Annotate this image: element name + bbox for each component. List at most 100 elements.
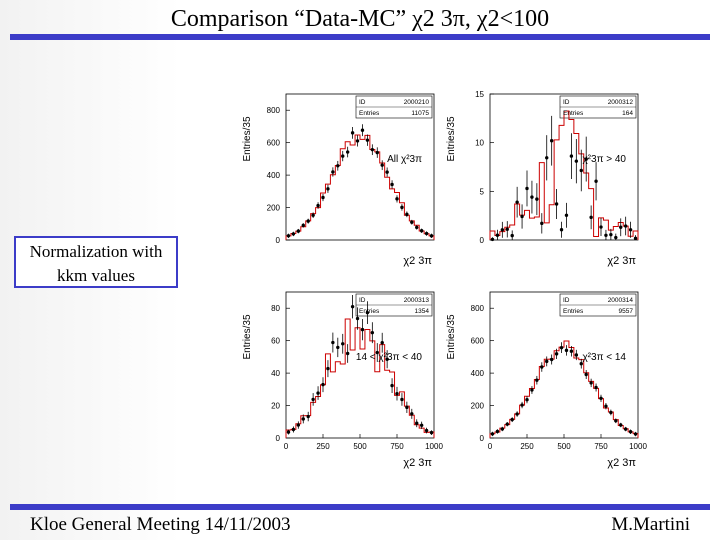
data-point <box>311 213 315 217</box>
y-tick-label: 400 <box>267 171 281 180</box>
data-point <box>390 182 394 187</box>
x-tick-label: 0 <box>488 442 493 451</box>
data-point <box>490 432 495 436</box>
stats-id-value: 2000210 <box>404 99 430 106</box>
data-point <box>345 150 350 154</box>
stats-id-label: ID <box>563 297 570 304</box>
panel-label: χ²3π < 14 <box>582 352 626 363</box>
stats-entries-value: 9557 <box>619 308 634 315</box>
y-tick-label: 20 <box>271 402 280 411</box>
stats-id-value: 2000312 <box>608 99 634 106</box>
data-point <box>574 159 579 163</box>
data-point <box>296 423 301 427</box>
data-point <box>535 197 539 201</box>
y-tick-label: 5 <box>480 187 485 196</box>
data-point <box>564 213 569 217</box>
data-point <box>360 128 365 132</box>
data-point <box>311 397 315 402</box>
data-point <box>321 195 325 200</box>
data-point <box>400 205 404 210</box>
data-point <box>589 381 593 385</box>
y-tick-label: 800 <box>267 106 281 115</box>
y-tick-label: 40 <box>271 369 280 378</box>
panel-label: χ²3π > 40 <box>582 154 626 165</box>
data-point <box>286 234 291 238</box>
data-point <box>370 330 375 335</box>
data-point <box>306 414 310 419</box>
y-tick-label: 0 <box>480 236 485 245</box>
data-point <box>515 412 519 416</box>
data-point <box>390 383 394 388</box>
data-point <box>380 163 384 167</box>
data-point <box>564 348 569 353</box>
data-point <box>569 154 574 158</box>
data-point <box>545 156 549 160</box>
data-point <box>619 423 623 427</box>
data-point <box>360 327 365 332</box>
data-point <box>405 405 409 410</box>
data-point <box>296 229 301 233</box>
data-point <box>594 385 598 390</box>
data-point <box>599 396 603 400</box>
x-tick-label: 500 <box>557 442 571 451</box>
mc-histogram-line <box>285 134 435 240</box>
x-tick-label: 0 <box>284 442 289 451</box>
mc-histogram-line <box>489 340 639 438</box>
data-point <box>535 378 539 382</box>
data-point <box>574 353 579 357</box>
data-point <box>525 398 529 402</box>
footer-author: M.Martini <box>611 514 690 535</box>
data-point <box>540 221 544 226</box>
y-tick-label: 80 <box>271 304 280 313</box>
data-point <box>505 227 509 231</box>
data-point <box>405 212 409 217</box>
data-point <box>604 404 608 408</box>
data-point <box>336 164 340 168</box>
data-point <box>619 225 623 229</box>
data-point <box>419 423 424 427</box>
stats-id-value: 2000314 <box>608 297 634 304</box>
stats-entries-label: Entries <box>563 110 584 117</box>
data-point <box>545 359 549 364</box>
data-point <box>365 310 370 315</box>
x-tick-label: 750 <box>390 442 404 451</box>
stats-id-label: ID <box>563 99 570 106</box>
data-point <box>291 427 296 432</box>
data-point <box>599 225 603 229</box>
data-point <box>549 357 554 362</box>
data-point <box>520 403 524 407</box>
data-point <box>628 228 633 232</box>
data-point <box>316 203 320 208</box>
data-point <box>584 372 588 377</box>
stats-id-label: ID <box>359 297 366 304</box>
data-point <box>530 388 534 392</box>
mc-histogram-line <box>285 318 435 438</box>
y-axis-label: Entries/35 <box>242 314 253 359</box>
data-point <box>579 361 583 366</box>
panel-label: All χ²3π <box>387 154 422 165</box>
plot-frame <box>285 93 435 241</box>
panel-label: 14 < χ²3π < 40 <box>356 352 423 363</box>
stats-entries-value: 1354 <box>415 308 430 315</box>
data-point <box>554 352 559 356</box>
data-point <box>584 157 588 161</box>
data-point <box>385 170 389 174</box>
x-axis-label: χ2 3π <box>403 457 432 469</box>
data-point <box>623 224 628 228</box>
y-tick-label: 200 <box>471 402 485 411</box>
data-point <box>554 202 559 206</box>
data-point <box>350 304 355 309</box>
data-point <box>525 186 529 191</box>
y-axis-label: Entries/35 <box>446 116 457 161</box>
x-tick-label: 500 <box>353 442 367 451</box>
data-point <box>286 430 291 434</box>
y-tick-label: 15 <box>475 90 484 99</box>
data-point <box>400 397 404 402</box>
data-point <box>515 200 519 204</box>
data-point <box>370 147 375 152</box>
data-point <box>410 412 414 416</box>
data-point <box>495 429 500 434</box>
data-point <box>589 215 593 220</box>
data-point <box>341 342 345 346</box>
data-point <box>429 234 434 238</box>
